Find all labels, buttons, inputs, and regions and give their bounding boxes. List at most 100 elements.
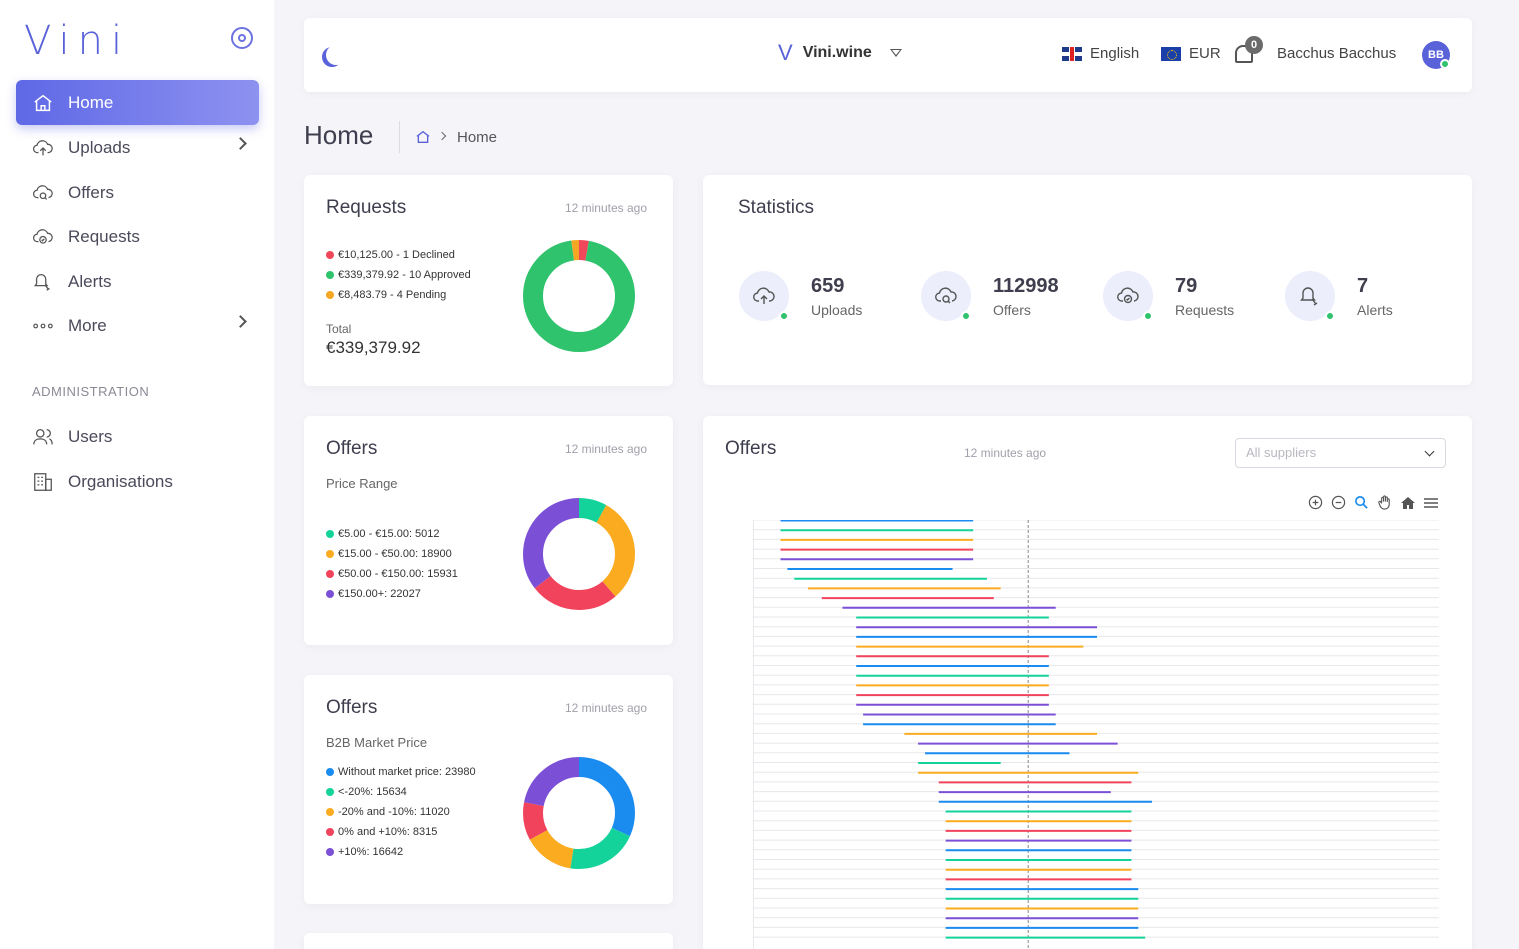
logo: Vini [24,18,131,64]
requests-card: Requests 12 minutes ago €10,125.00 - 1 D… [304,175,673,386]
cloud-search-icon [921,271,971,321]
stat-offers[interactable]: 112998 Offers [921,271,1059,321]
stat-value: 659 [811,274,845,297]
currency-selector[interactable]: EUR [1161,45,1221,62]
offers-price-card: Offers 12 minutes ago Price Range €5.00 … [304,416,673,645]
chevron-right-icon [234,137,247,150]
magnifier-icon[interactable] [1353,494,1370,511]
card-timestamp: 12 minutes ago [564,701,647,715]
cloud-upload-icon [30,135,56,161]
bell-icon[interactable] [1235,45,1253,63]
eu-flag-icon [1161,46,1181,61]
dark-mode-toggle-icon[interactable] [326,45,346,65]
legend-item: +10%: 16642 [326,842,476,862]
brand-name: Vini.wine [802,44,872,61]
section-label-administration: ADMINISTRATION [32,384,150,399]
cloud-search-icon [30,180,56,206]
pan-hand-icon[interactable] [1376,494,1393,511]
donut-slice--15-00-50-00[interactable] [523,498,635,610]
zoom-in-icon[interactable] [1307,494,1324,511]
home-icon [30,90,56,116]
language-selector[interactable]: English [1062,45,1139,62]
alert-bell-icon [1285,271,1335,321]
price-legend: €5.00 - €15.00: 5012 €15.00 - €50.00: 18… [326,524,458,604]
sidebar-item-alerts[interactable]: Alerts [16,259,259,304]
notification-badge: 0 [1245,36,1263,54]
requests-legend: €10,125.00 - 1 Declined €339,379.92 - 10… [326,245,471,305]
donut-slice--150-00-[interactable] [523,498,635,610]
brand-selector[interactable]: V Vini.wine [778,40,902,66]
stat-requests[interactable]: 79 Requests [1103,271,1234,321]
legend-item: €339,379.92 - 10 Approved [326,265,471,285]
collapse-sidebar-icon[interactable] [231,27,253,49]
card-title: Offers [326,697,378,718]
card-subtitle: B2B Market Price [326,735,428,750]
breadcrumb-home-icon[interactable] [415,129,431,145]
language-label: English [1090,45,1140,62]
donut-slice-pending[interactable] [523,240,635,352]
sidebar-item-label: Organisations [68,471,173,491]
sidebar-item-offers[interactable]: Offers [16,170,259,215]
cloud-check-icon [30,224,56,250]
breadcrumb-current: Home [457,129,498,146]
user-name[interactable]: Bacchus Bacchus [1277,45,1396,62]
requests-donut-chart [523,240,635,352]
menu-icon[interactable] [1422,494,1439,511]
user-name-label: Bacchus Bacchus [1277,45,1397,62]
legend-item: €15.00 - €50.00: 18900 [326,544,458,564]
sidebar-item-organisations[interactable]: Organisations [16,459,259,504]
stat-value: 112998 [993,274,1059,297]
currency-label: EUR [1189,45,1221,62]
offers-timeline-chart [753,520,1439,949]
cloud-check-icon [1103,271,1153,321]
card-timestamp: 12 minutes ago [564,201,647,215]
sidebar: Vini Home Uploads Offers Requests Alerts [0,0,274,949]
reset-home-icon[interactable] [1399,494,1416,511]
supplier-select[interactable]: All suppliers [1235,438,1446,468]
breadcrumb-divider [399,121,400,153]
avatar[interactable]: BB [1422,41,1450,69]
stat-uploads[interactable]: 659 Uploads [739,271,862,321]
chevron-down-icon [1424,446,1435,457]
sidebar-item-more[interactable]: More [16,303,259,348]
sidebar-item-users[interactable]: Users [16,414,259,459]
legend-item: -20% and -10%: 11020 [326,802,476,822]
page-title: Home [304,120,374,150]
select-placeholder: All suppliers [1246,445,1317,460]
price-donut-chart [523,498,635,610]
donut-slice--10-[interactable] [523,757,635,869]
donut-slice-approved[interactable] [523,240,635,352]
sidebar-item-label: Home [68,92,114,112]
donut-slice-0-and-10-[interactable] [523,757,635,869]
legend-item: 0% and +10%: 8315 [326,822,476,842]
sidebar-item-requests[interactable]: Requests [16,214,259,259]
card-title: Offers [326,438,378,459]
donut-slice--20-[interactable] [523,757,635,869]
users-icon [30,424,56,450]
total-label: Total [326,322,352,336]
sidebar-item-label: Uploads [68,137,131,157]
uk-flag-icon [1062,46,1082,61]
legend-item: <-20%: 15634 [326,782,476,802]
chart-toolbar [1307,494,1439,511]
stat-alerts[interactable]: 7 Alerts [1285,271,1393,321]
sidebar-item-label: Users [68,426,113,446]
legend-item: €50.00 - €150.00: 15931 [326,564,458,584]
brand-v-icon: V [778,40,793,65]
card-timestamp: 12 minutes ago [964,446,1047,460]
chevron-right-icon [234,315,247,328]
zoom-out-icon[interactable] [1330,494,1347,511]
sidebar-item-uploads[interactable]: Uploads [16,125,259,170]
card-subtitle: Price Range [326,476,398,491]
sidebar-item-home[interactable]: Home [16,80,259,125]
stat-value: 79 [1175,274,1198,297]
building-icon [30,469,56,495]
b2b-donut-chart [523,757,635,869]
card-title: Offers [725,438,777,459]
breadcrumb-chevron-icon [437,131,447,141]
card-title: Requests [326,197,407,218]
total-value: €339,379.92 [326,338,421,357]
chevron-down-icon [889,49,902,57]
offers-timeline-card: Offers 12 minutes ago All suppliers [703,416,1472,949]
donut-slice--50-00-150-00[interactable] [523,498,635,610]
